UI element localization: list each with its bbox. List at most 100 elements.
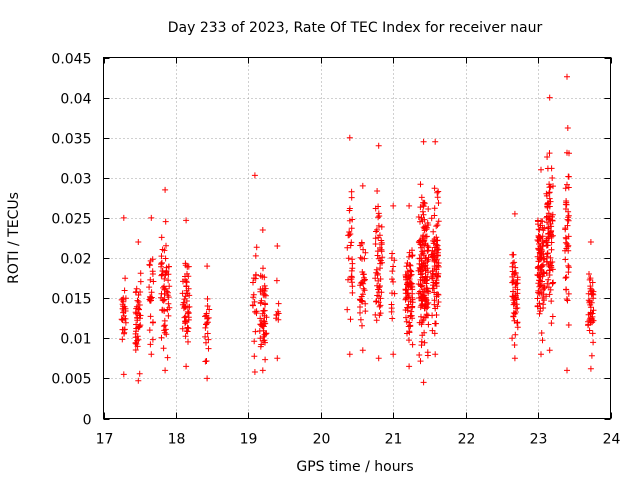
data-point (357, 280, 364, 286)
data-point (420, 379, 427, 386)
data-point (161, 317, 168, 324)
x-tick-label: 18 (168, 432, 186, 448)
data-point (432, 305, 439, 312)
data-point (137, 270, 144, 277)
data-point (257, 300, 264, 307)
data-point (251, 353, 258, 360)
data-point (511, 355, 518, 362)
data-point (257, 272, 264, 279)
data-point (158, 334, 165, 341)
data-point (549, 175, 556, 181)
data-point (588, 299, 595, 306)
data-point (589, 330, 596, 337)
data-point (262, 356, 269, 363)
data-point (150, 319, 156, 326)
data-point (273, 311, 280, 318)
data-point (345, 276, 351, 283)
data-point (562, 275, 569, 281)
x-tick-label: 22 (458, 432, 476, 448)
data-point (435, 188, 442, 195)
data-point (374, 292, 381, 299)
data-point (416, 260, 423, 267)
data-point (421, 286, 428, 293)
y-tick-label: 0.015 (51, 292, 91, 308)
data-point (417, 294, 424, 301)
data-point (135, 305, 142, 312)
data-point (181, 303, 188, 310)
data-point (251, 298, 258, 305)
data-point (563, 286, 570, 293)
data-point (417, 288, 423, 295)
data-point (379, 254, 386, 261)
data-point (183, 298, 190, 304)
data-point (137, 278, 144, 285)
data-point (183, 279, 190, 286)
data-point (349, 260, 356, 267)
data-point (511, 342, 518, 348)
data-point (402, 296, 409, 303)
data-point (260, 265, 266, 272)
data-point (205, 336, 212, 343)
data-point (544, 154, 551, 160)
data-point (162, 326, 169, 333)
data-point (430, 270, 437, 277)
data-point (378, 246, 385, 253)
data-point (421, 305, 428, 312)
data-point (407, 312, 414, 319)
data-point (430, 285, 437, 292)
data-point (408, 280, 415, 287)
data-point (587, 239, 594, 245)
data-point (273, 277, 280, 284)
data-point (183, 328, 190, 334)
data-point (565, 290, 572, 297)
data-point (424, 220, 431, 226)
data-point (359, 322, 365, 329)
data-point (509, 279, 516, 286)
data-point (563, 199, 570, 206)
data-point (252, 275, 259, 282)
data-point (431, 212, 438, 219)
data-point (275, 300, 282, 307)
data-point (544, 165, 551, 172)
data-point (185, 316, 192, 323)
data-point (434, 189, 441, 196)
data-point (435, 218, 442, 225)
data-point (406, 363, 413, 370)
data-point (376, 303, 383, 310)
y-tick-label: 0.01 (60, 332, 91, 348)
data-point (357, 304, 363, 310)
data-point (147, 257, 154, 264)
data-point (161, 296, 168, 303)
data-point (360, 285, 367, 292)
data-point (375, 222, 382, 229)
data-point (149, 268, 156, 275)
data-point (372, 241, 379, 247)
data-point (203, 321, 209, 328)
data-point (132, 339, 139, 346)
data-point (147, 313, 154, 320)
data-point (250, 279, 256, 286)
data-point (374, 252, 381, 259)
data-point (586, 271, 592, 277)
data-point (588, 352, 595, 359)
data-point (403, 314, 409, 321)
data-point (122, 295, 129, 302)
data-point (423, 233, 430, 240)
data-point (406, 202, 413, 209)
data-point (136, 302, 143, 308)
data-point (547, 254, 554, 261)
data-point (118, 316, 125, 323)
data-point (586, 327, 593, 334)
data-point (546, 195, 553, 202)
data-point (434, 222, 441, 229)
data-point (377, 302, 384, 309)
data-point (165, 312, 172, 319)
data-point (250, 294, 257, 301)
data-point (150, 278, 157, 285)
data-point (349, 216, 356, 223)
data-point (545, 276, 552, 283)
data-point (406, 249, 413, 256)
data-point (183, 217, 190, 224)
data-point (347, 316, 354, 323)
data-point (149, 336, 156, 343)
